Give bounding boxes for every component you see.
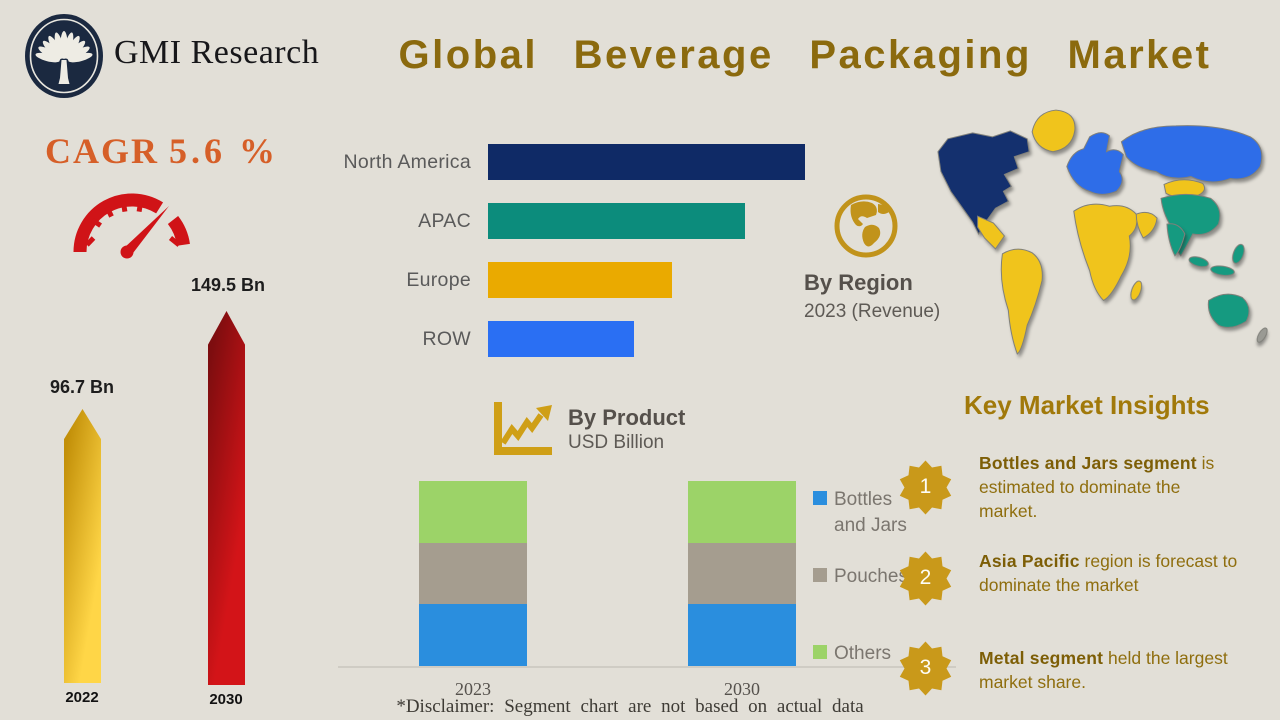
star-badge-icon: 3 [898, 641, 953, 696]
stack-segment [419, 604, 527, 666]
region-bar [488, 321, 634, 357]
growth-bar-2030 [208, 311, 245, 685]
page-title: Global Beverage Packaging Market [398, 33, 1212, 77]
growth-year-2030: 2030 [209, 691, 243, 708]
by-product-title: By Product [568, 405, 686, 430]
insight-text: Metal segment held the largest market sh… [979, 647, 1241, 695]
region-bar [488, 262, 672, 298]
growth-year-2022: 2022 [65, 689, 99, 706]
region-row: ROW [340, 321, 980, 357]
insight-rest: held the largest market share. [979, 648, 1228, 692]
star-badge-icon: 1 [898, 460, 953, 515]
line-chart-icon [494, 402, 552, 455]
legend-item: Pouches [813, 564, 908, 590]
globe-icon [834, 194, 898, 258]
disclaimer-text: *Disclaimer: Segment chart are not based… [396, 696, 864, 717]
by-region-title: By Region [804, 270, 913, 295]
x-tick-2030: 2030 [724, 679, 760, 699]
insights-title: Key Market Insights [964, 390, 1210, 420]
legend-swatch-gray [813, 568, 827, 582]
legend-label: Bottles and Jars [834, 489, 907, 536]
legend-swatch-green [813, 645, 827, 659]
stack-segment [688, 604, 796, 666]
badge-number: 3 [919, 656, 932, 679]
x-tick-2023: 2023 [455, 679, 491, 699]
insight-bold: Asia Pacific [979, 551, 1080, 571]
growth-bar-2022 [64, 409, 101, 683]
region-label: North America [343, 150, 471, 173]
speedometer-icon [73, 193, 190, 259]
insight-text: Bottles and Jars segment is estimated to… [979, 452, 1241, 523]
stack-segment [419, 481, 527, 543]
x-axis-line [338, 666, 956, 668]
badge-number: 2 [919, 566, 932, 589]
legend-item: Bottles and Jars [813, 487, 908, 538]
world-map [937, 109, 1268, 355]
stack-segment [688, 481, 796, 543]
insight-text: Asia Pacific region is forecast to domin… [979, 550, 1241, 598]
cagr-label: CAGR [45, 131, 159, 171]
insight-bold: Bottles and Jars segment [979, 453, 1197, 473]
by-product-chart [338, 481, 956, 666]
gmi-tree-logo-icon [25, 14, 103, 98]
region-label: ROW [422, 327, 471, 350]
badge-number: 1 [919, 475, 932, 498]
insight-rest: region is forecast to dominate the marke… [979, 551, 1238, 595]
insight-bold: Metal segment [979, 648, 1104, 668]
legend-label: Pouches [834, 566, 908, 587]
star-badge-icon: 2 [898, 551, 953, 606]
legend-item: Others [813, 641, 891, 667]
region-row: APAC [340, 203, 980, 239]
legend-swatch-blue [813, 491, 827, 505]
stack-segment [688, 542, 796, 605]
by-product-subtitle: USD Billion [568, 432, 665, 453]
stack-column-2030 [688, 481, 796, 666]
region-bar [488, 144, 805, 180]
insight-rest: is estimated to dominate the market. [979, 453, 1215, 521]
by-region-chart: North America APAC Europe ROW [340, 144, 980, 380]
cagr-value: 5.6 % [169, 131, 279, 171]
region-row: North America [340, 144, 980, 180]
legend-label: Others [834, 643, 892, 664]
by-region-subtitle: 2023 (Revenue) [804, 301, 941, 322]
region-label: Europe [406, 268, 471, 291]
region-bar [488, 203, 745, 239]
stack-column-2023 [419, 481, 527, 666]
growth-value-2030: 149.5 Bn [190, 275, 266, 295]
cagr-callout: CAGR 5.6 % [45, 130, 279, 172]
region-row: Europe [340, 262, 980, 298]
stack-segment [419, 542, 527, 605]
brand-name: GMI Research [114, 34, 320, 71]
region-label: APAC [418, 209, 471, 232]
growth-value-2022: 96.7 Bn [49, 377, 115, 397]
